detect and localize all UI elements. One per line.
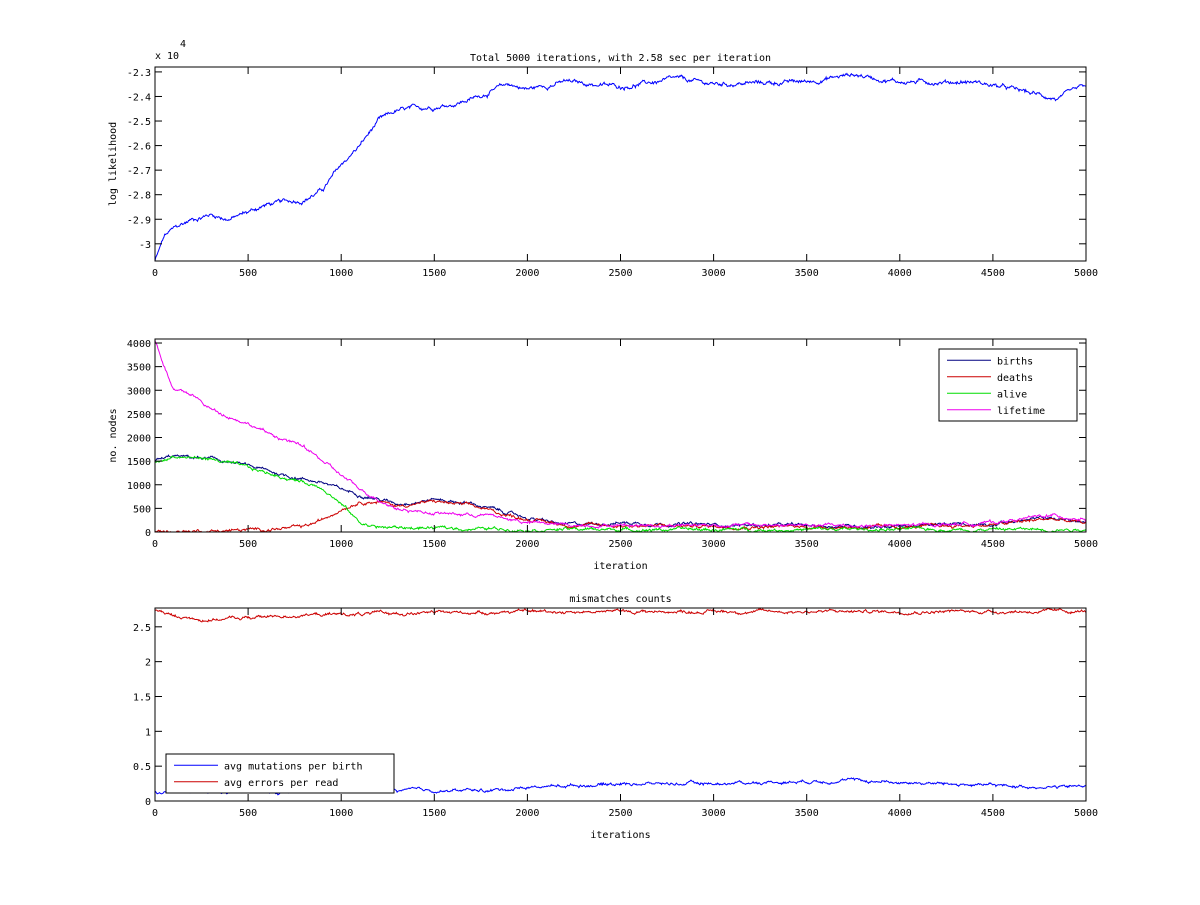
x-tick-label: 4500: [981, 539, 1005, 550]
x-tick-label: 4000: [888, 808, 912, 819]
x-tick-label: 2000: [515, 808, 539, 819]
x-tick-label: 4000: [888, 539, 912, 550]
legend-label: alive: [997, 389, 1027, 400]
x-tick-label: 1500: [422, 539, 446, 550]
y-tick-label: 1: [145, 727, 151, 738]
axes-box: [154, 66, 1087, 262]
chart-2: 0 500 1000 1500 2000 2500 3000 3500 4000 4500 5000…: [108, 338, 1098, 572]
y-tick-label: 3500: [127, 363, 151, 374]
legend-box: [165, 753, 395, 794]
x-tick-label: 3500: [795, 268, 819, 279]
x-tick-label: 3000: [702, 808, 726, 819]
x-tick-label: 2000: [515, 268, 539, 279]
x-tick-label: 3500: [795, 539, 819, 550]
chart-1: 0 500 1000 1500 2000 2500 3000 3500 4000 4500 5000…: [108, 39, 1098, 279]
y-tick-label: 2: [145, 658, 151, 669]
x-tick-label: 4500: [981, 268, 1005, 279]
y-tick-label: 4000: [127, 339, 151, 350]
x-axis-label: iteration: [593, 561, 647, 572]
y-tick-label: -2.7: [127, 166, 151, 177]
x-tick-label: 4500: [981, 808, 1005, 819]
y-tick-label: 3000: [127, 386, 151, 397]
y-tick-label: -2.5: [127, 117, 151, 128]
x-tick-label: 0: [152, 539, 158, 550]
legend-label: avg errors per read: [224, 778, 338, 789]
x-tick-label: 2500: [608, 808, 632, 819]
y-tick-label: 1000: [127, 481, 151, 492]
legend-box: [938, 348, 1078, 422]
x-tick-label: 1000: [329, 808, 353, 819]
y-tick-label: -2.6: [127, 142, 151, 153]
y-tick-label: 2500: [127, 410, 151, 421]
x-tick-label: 3000: [702, 539, 726, 550]
exponent-value: 4: [180, 39, 186, 50]
y-tick-label: 0.5: [133, 762, 151, 773]
y-tick-label: 1500: [127, 457, 151, 468]
y-axis-label: log likelihood: [108, 122, 119, 206]
series-line-alive: [155, 455, 1086, 532]
y-tick-label: -2.8: [127, 191, 151, 202]
x-tick-label: 3500: [795, 808, 819, 819]
x-tick-label: 1000: [329, 539, 353, 550]
x-tick-label: 1500: [422, 808, 446, 819]
exponent-label: x 10: [155, 51, 179, 62]
x-tick-label: 2500: [608, 268, 632, 279]
y-tick-label: 1.5: [133, 692, 151, 703]
series-line-births: [155, 454, 1086, 530]
x-tick-label: 1500: [422, 268, 446, 279]
y-axis-label: no. nodes: [108, 408, 119, 462]
x-tick-label: 5000: [1074, 808, 1098, 819]
x-tick-label: 500: [239, 539, 257, 550]
x-tick-label: 1000: [329, 268, 353, 279]
legend-label: births: [997, 356, 1033, 367]
legend: avg mutations per birth avg errors per re…: [165, 753, 395, 794]
x-tick-label: 5000: [1074, 268, 1098, 279]
legend-label: lifetime: [997, 406, 1045, 417]
series-line-log-likelihood: [155, 72, 1086, 261]
chart-title: Total 5000 iterations, with 2.58 sec per…: [470, 53, 771, 64]
x-tick-label: 500: [239, 808, 257, 819]
x-tick-label: 0: [152, 268, 158, 279]
y-tick-label: 2.5: [133, 623, 151, 634]
x-tick-label: 4000: [888, 268, 912, 279]
x-tick-label: 3000: [702, 268, 726, 279]
legend-label: avg mutations per birth: [224, 761, 362, 772]
y-tick-label: 500: [133, 504, 151, 515]
x-axis-label: iterations: [590, 830, 650, 841]
y-tick-label: 0: [145, 797, 151, 808]
y-tick-label: 2000: [127, 434, 151, 445]
y-tick-label: -3: [139, 240, 151, 251]
chart-3: 0 500 1000 1500 2000 2500 3000 3500 4000 4500 5000…: [133, 594, 1098, 841]
x-tick-label: 500: [239, 268, 257, 279]
legend: births deaths alive lifetime: [938, 348, 1078, 422]
x-tick-label: 5000: [1074, 539, 1098, 550]
y-tick-label: 0: [145, 528, 151, 539]
y-tick-label: -2.9: [127, 215, 151, 226]
series-line-lifetime: [155, 340, 1086, 529]
x-tick-label: 0: [152, 808, 158, 819]
chart-title: mismatches counts: [569, 594, 671, 605]
x-tick-label: 2000: [515, 539, 539, 550]
y-tick-label: -2.3: [127, 68, 151, 79]
x-tick-label: 2500: [608, 539, 632, 550]
y-tick-label: -2.4: [127, 92, 151, 103]
legend-label: deaths: [997, 373, 1033, 384]
